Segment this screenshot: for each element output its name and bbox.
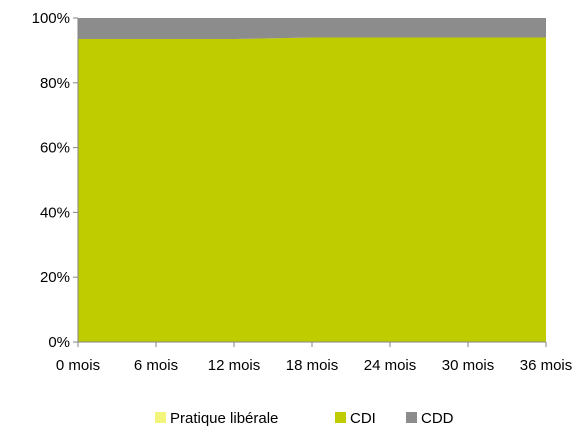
legend-swatch <box>335 412 346 423</box>
x-tick-label: 6 mois <box>134 357 178 374</box>
labels-layer: 0% 20% 40% 60% 80% 100% 0 mois 6 mois 12 mois 18 … <box>32 10 573 374</box>
x-tick-label: 30 mois <box>442 357 495 374</box>
y-tick-label: 100% <box>32 10 70 27</box>
y-tick-label: 80% <box>40 75 70 92</box>
legend-label: CDD <box>421 410 454 427</box>
axes-layer <box>73 17 547 347</box>
x-tick-label: 18 mois <box>286 357 339 374</box>
x-tick-label: 0 mois <box>56 357 100 374</box>
legend-swatch <box>406 412 417 423</box>
x-tick-label: 12 mois <box>208 357 261 374</box>
legend-item: CDI <box>335 410 376 427</box>
y-tick-label: 20% <box>40 269 70 286</box>
area-series-1 <box>78 37 546 342</box>
legend-item: Pratique libérale <box>155 410 278 427</box>
legend-swatch <box>155 412 166 423</box>
x-tick-label: 36 mois <box>520 357 573 374</box>
legend: Pratique libérale CDI CDD <box>155 410 454 427</box>
legend-item: CDD <box>406 410 454 427</box>
area-series-2 <box>78 18 546 40</box>
y-tick-label: 40% <box>40 204 70 221</box>
legend-label: CDI <box>350 410 376 427</box>
x-tick-label: 24 mois <box>364 357 417 374</box>
areas-layer <box>78 18 546 342</box>
y-tick-label: 60% <box>40 140 70 157</box>
y-tick-label: 0% <box>48 334 70 351</box>
legend-label: Pratique libérale <box>170 410 278 427</box>
